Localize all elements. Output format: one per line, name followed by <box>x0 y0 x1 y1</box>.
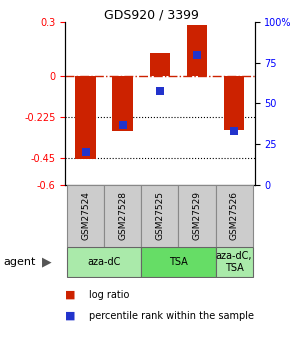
Bar <box>215 185 253 247</box>
Text: ■: ■ <box>65 311 76 321</box>
Text: GSM27529: GSM27529 <box>192 191 201 240</box>
Text: GSM27525: GSM27525 <box>155 191 164 240</box>
Text: TSA: TSA <box>169 257 188 267</box>
Text: ■: ■ <box>65 290 76 300</box>
Text: ▶: ▶ <box>42 256 52 269</box>
Text: aza-dC: aza-dC <box>88 257 121 267</box>
Bar <box>75 77 96 159</box>
Point <box>120 122 125 127</box>
Bar <box>178 185 215 247</box>
Bar <box>224 77 244 130</box>
Text: GSM27528: GSM27528 <box>118 191 127 240</box>
Point <box>158 88 162 93</box>
Bar <box>67 185 104 247</box>
Bar <box>104 185 141 247</box>
Bar <box>187 25 207 77</box>
Text: GSM27526: GSM27526 <box>230 191 238 240</box>
Bar <box>67 247 141 277</box>
Text: percentile rank within the sample: percentile rank within the sample <box>89 311 255 321</box>
Point <box>232 128 237 134</box>
Text: GDS920 / 3399: GDS920 / 3399 <box>104 9 199 22</box>
Bar <box>215 247 253 277</box>
Bar <box>112 77 133 130</box>
Bar <box>150 53 170 77</box>
Point <box>195 52 199 58</box>
Text: log ratio: log ratio <box>89 290 130 300</box>
Text: aza-dC,
TSA: aza-dC, TSA <box>216 252 252 273</box>
Text: agent: agent <box>3 257 35 267</box>
Point <box>83 149 88 155</box>
Bar <box>141 247 215 277</box>
Text: GSM27524: GSM27524 <box>81 191 90 240</box>
Bar <box>141 185 178 247</box>
